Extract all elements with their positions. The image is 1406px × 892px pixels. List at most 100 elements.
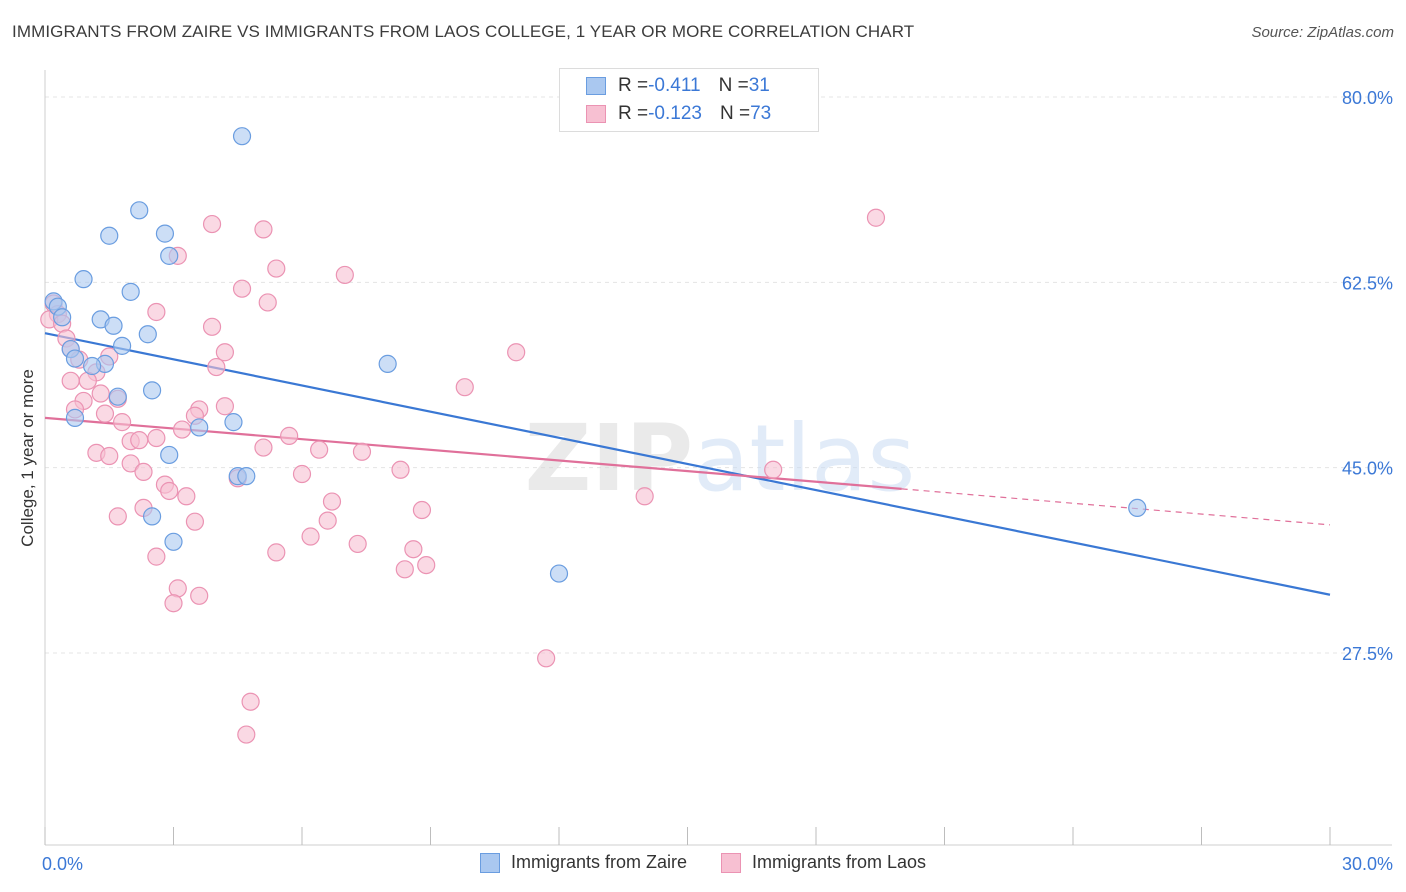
laos-point	[185, 512, 205, 531]
zaire-point	[53, 308, 72, 327]
zaire-point	[378, 354, 397, 373]
zaire-point	[142, 507, 162, 526]
laos-point	[172, 420, 192, 439]
laos-point	[254, 220, 273, 239]
laos-point	[91, 384, 110, 403]
source-label: Source: ZipAtlas.com	[1251, 24, 1394, 41]
laos-point	[292, 464, 312, 484]
laos-point	[280, 426, 299, 445]
watermark: ZIPatlas	[525, 405, 916, 512]
laos-point	[160, 481, 179, 501]
laos-point	[395, 560, 414, 579]
series-legend: Immigrants from Zaire Immigrants from La…	[0, 852, 1406, 873]
legend-label-zaire: Immigrants from Zaire	[510, 852, 687, 872]
zaire-point	[112, 336, 132, 355]
laos-point	[412, 500, 432, 520]
laos-point	[177, 487, 196, 506]
tick-labels: 27.5% 45.0% 62.5% 80.0% 0.0% 30.0%	[42, 88, 1393, 874]
laos-point	[202, 317, 222, 336]
zaire-trend-line	[44, 332, 1331, 596]
laos-point	[108, 507, 127, 526]
laos-point	[61, 371, 80, 390]
zaire-point	[83, 356, 102, 376]
zaire-point	[549, 564, 569, 583]
legend-label-laos: Immigrants from Laos	[751, 852, 927, 872]
r-value: -0.411	[648, 75, 701, 96]
x-tick-label: 0.0%	[42, 854, 83, 874]
laos-point	[348, 534, 367, 554]
zaire-point	[224, 413, 243, 432]
laos-point	[404, 540, 423, 559]
laos-point	[335, 265, 354, 285]
legend-item-zaire: Immigrants from Zaire	[479, 852, 687, 873]
laos-point	[95, 404, 115, 423]
laos-point	[147, 428, 166, 448]
laos-point	[254, 438, 273, 457]
zaire-point	[138, 325, 157, 344]
stats-legend-row-zaire: R = -0.411 N = 31	[586, 75, 770, 97]
x-tick-label: 30.0%	[1342, 854, 1393, 874]
laos-point	[207, 357, 226, 377]
axes	[44, 70, 1392, 846]
y-tick-label: 80.0%	[1342, 88, 1393, 108]
zaire-point	[190, 418, 209, 437]
legend-item-laos: Immigrants from Laos	[720, 852, 927, 873]
zaire-point	[100, 226, 119, 245]
laos-point	[237, 725, 256, 744]
zaire-point	[121, 282, 140, 301]
zaire-point	[65, 408, 85, 427]
laos-point	[455, 378, 474, 397]
laos-point	[635, 487, 654, 506]
laos-point	[301, 527, 320, 546]
laos-point	[130, 431, 149, 450]
n-label: N =	[719, 103, 751, 124]
y-tick-label: 45.0%	[1342, 459, 1393, 479]
laos-point	[190, 586, 209, 605]
laos-point	[318, 511, 337, 530]
laos-point	[164, 594, 183, 613]
n-value: 31	[748, 75, 770, 96]
laos-point	[764, 460, 783, 479]
data-points	[40, 127, 1147, 744]
laos-point	[310, 440, 329, 459]
laos-point	[215, 343, 234, 362]
laos-swatch	[586, 105, 606, 123]
laos-point	[241, 692, 260, 711]
zaire-swatch	[586, 77, 606, 95]
zaire-point	[130, 201, 149, 220]
laos-point	[267, 543, 286, 562]
laos-point	[267, 259, 286, 278]
y-tick-label: 62.5%	[1342, 273, 1393, 293]
zaire-point	[232, 127, 252, 146]
laos-point	[537, 649, 556, 668]
y-tick-label: 27.5%	[1342, 644, 1393, 664]
laos-point	[100, 446, 119, 466]
zaire-point	[74, 270, 93, 289]
stats-legend: R = -0.411 N = 31 R = -0.123 N = 73	[559, 68, 819, 132]
laos-point	[147, 302, 166, 322]
stats-legend-row-laos: R = -0.123 N = 73	[586, 103, 771, 125]
zaire-point	[142, 381, 162, 400]
laos-trend-line-extension	[901, 488, 1331, 526]
zaire-legend-swatch	[479, 852, 500, 873]
zaire-point	[108, 387, 127, 406]
zaire-point	[160, 246, 179, 265]
laos-point	[147, 547, 166, 566]
laos-point	[322, 492, 342, 511]
zaire-point	[104, 316, 123, 335]
trend-lines	[44, 332, 1331, 596]
zaire-point	[237, 467, 256, 486]
laos-point	[202, 214, 222, 234]
r-label: R =	[618, 103, 649, 124]
zaire-point	[1128, 498, 1147, 518]
r-label: R =	[618, 75, 649, 96]
r-value: -0.123	[648, 103, 702, 124]
laos-point	[232, 279, 252, 298]
laos-point	[417, 555, 436, 575]
laos-point	[391, 460, 410, 479]
zaire-point	[65, 349, 85, 368]
chart-title: IMMIGRANTS FROM ZAIRE VS IMMIGRANTS FROM…	[12, 22, 915, 41]
zaire-point	[160, 445, 179, 465]
laos-point	[258, 293, 277, 312]
